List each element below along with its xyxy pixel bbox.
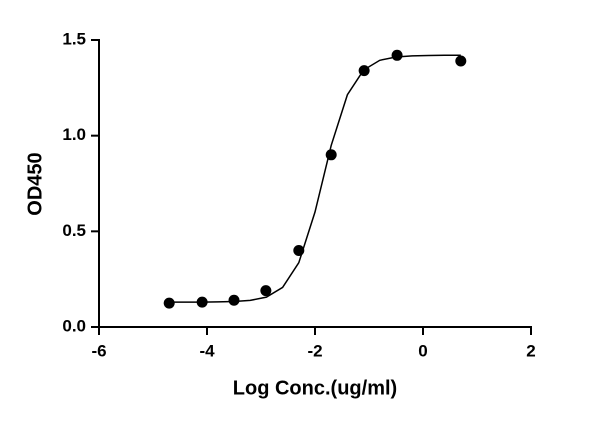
- data-point: [260, 285, 272, 297]
- data-point: [163, 297, 175, 309]
- data-point: [391, 49, 403, 61]
- data-point: [293, 244, 305, 256]
- y-tick-label: 1.0: [62, 125, 86, 144]
- x-tick-label: 0: [418, 341, 427, 360]
- y-tick-label: 0.5: [62, 221, 86, 240]
- data-point: [455, 55, 467, 67]
- x-tick-label: -4: [199, 341, 215, 360]
- data-point: [196, 296, 208, 308]
- y-axis-label: OD450: [24, 152, 46, 215]
- x-tick-label: 2: [526, 341, 535, 360]
- data-point: [228, 294, 240, 306]
- data-point: [325, 149, 337, 161]
- x-tick-label: -2: [307, 341, 322, 360]
- fit-curve: [169, 54, 461, 303]
- data-point: [358, 65, 370, 77]
- x-tick-label: -6: [91, 341, 106, 360]
- y-tick-label: 1.5: [62, 29, 86, 48]
- x-axis-label: Log Conc.(ug/ml): [233, 377, 397, 399]
- y-tick-label: 0.0: [62, 316, 86, 335]
